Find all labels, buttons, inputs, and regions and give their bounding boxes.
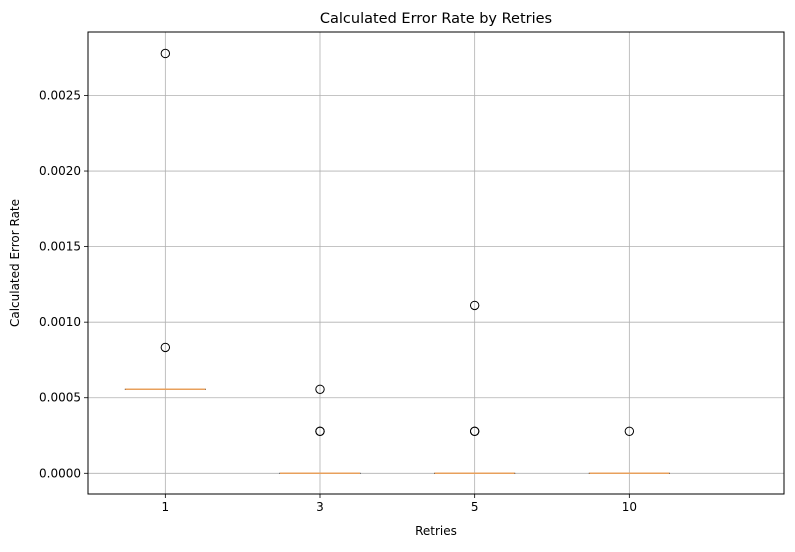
y-tick-label: 0.0005	[39, 391, 81, 405]
y-tick-label: 0.0000	[39, 466, 81, 480]
y-tick-label: 0.0020	[39, 164, 81, 178]
y-tick-label: 0.0025	[39, 88, 81, 102]
x-tick-label: 3	[316, 500, 324, 514]
x-tick-label: 1	[162, 500, 170, 514]
x-tick-label: 5	[471, 500, 479, 514]
y-tick-label: 0.0015	[39, 240, 81, 254]
x-tick-label: 10	[622, 500, 637, 514]
y-tick-label: 0.0010	[39, 315, 81, 329]
y-axis-title: Calculated Error Rate	[8, 199, 22, 327]
x-axis-title: Retries	[415, 524, 457, 538]
chart-title: Calculated Error Rate by Retries	[320, 11, 552, 27]
